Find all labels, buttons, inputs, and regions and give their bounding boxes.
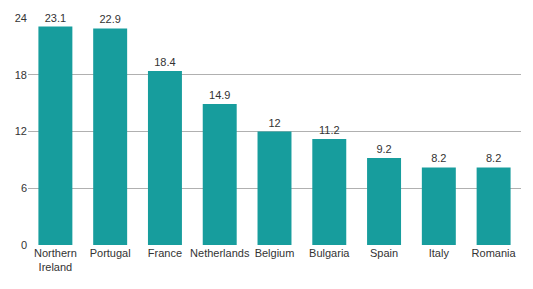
svg-text:8.2: 8.2	[486, 152, 501, 164]
svg-text:23.1: 23.1	[45, 12, 66, 24]
svg-text:Netherlands: Netherlands	[190, 247, 250, 259]
svg-text:Portugal: Portugal	[90, 247, 131, 259]
svg-text:18: 18	[15, 69, 27, 81]
svg-text:12: 12	[15, 125, 27, 137]
svg-text:Romania: Romania	[472, 247, 517, 259]
svg-text:8.2: 8.2	[431, 152, 446, 164]
svg-text:11.2: 11.2	[319, 124, 340, 136]
svg-text:Spain: Spain	[370, 247, 398, 259]
svg-text:9.2: 9.2	[376, 143, 391, 155]
svg-text:France: France	[148, 247, 182, 259]
svg-text:24: 24	[15, 12, 27, 24]
svg-text:18.4: 18.4	[154, 56, 175, 68]
svg-text:NorthernIreland: NorthernIreland	[34, 247, 77, 273]
svg-text:Bulgaria: Bulgaria	[309, 247, 350, 259]
svg-text:14.9: 14.9	[209, 89, 230, 101]
svg-text:12: 12	[268, 117, 280, 129]
svg-text:0: 0	[21, 239, 27, 251]
svg-text:6: 6	[21, 182, 27, 194]
svg-text:Italy: Italy	[429, 247, 450, 259]
svg-text:22.9: 22.9	[99, 13, 120, 25]
svg-text:Belgium: Belgium	[255, 247, 295, 259]
